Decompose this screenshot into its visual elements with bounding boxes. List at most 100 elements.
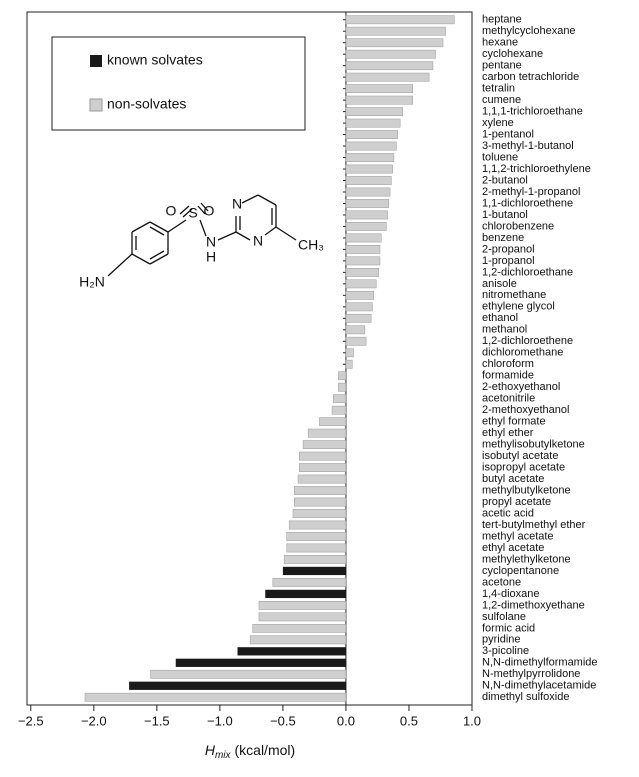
y-tick-label: nitromethane xyxy=(482,289,546,301)
y-tick-label: N-methylpyrrolidone xyxy=(482,668,580,680)
y-tick-label: anisole xyxy=(482,278,517,290)
bar xyxy=(292,509,347,518)
bar xyxy=(272,578,347,587)
y-tick-label: propyl acetate xyxy=(482,496,551,508)
atom-label: CH₃ xyxy=(298,237,324,253)
y-tick-label: isopropyl acetate xyxy=(482,461,565,473)
y-tick-label: 2-methoxyethanol xyxy=(482,404,569,416)
y-tick-label: cyclohexane xyxy=(482,48,543,60)
y-tick-label: 2-propanol xyxy=(482,243,535,255)
bar xyxy=(345,61,434,71)
bar xyxy=(237,647,346,656)
atom-label: O xyxy=(166,203,177,219)
bar xyxy=(345,15,455,25)
bar xyxy=(345,210,388,220)
y-tick-label: ethyl formate xyxy=(482,416,546,428)
bar xyxy=(345,222,387,231)
bar xyxy=(286,532,347,541)
bar xyxy=(345,84,414,94)
legend-label: known solvates xyxy=(107,52,203,68)
y-tick-label: formamide xyxy=(482,370,534,382)
atom-label: N xyxy=(206,234,216,250)
bar xyxy=(345,187,391,197)
bar xyxy=(294,486,347,495)
y-tick-label: ethyl ether xyxy=(482,427,534,439)
y-tick-label: ethanol xyxy=(482,312,518,324)
y-tick-label: 1,2-dimethoxyethane xyxy=(482,599,585,611)
x-tick-label: −1.5 xyxy=(144,713,170,728)
atom-label: N xyxy=(232,196,242,212)
y-tick-label: 1,4-dioxane xyxy=(482,588,540,600)
y-tick-label: acetonitrile xyxy=(482,393,535,405)
y-tick-label: 2-ethoxyethanol xyxy=(482,381,560,393)
y-tick-label: cumene xyxy=(482,94,521,106)
bar xyxy=(294,497,347,507)
y-tick-label: 2-butanol xyxy=(482,174,528,186)
bar xyxy=(249,635,347,645)
legend-label: non-solvates xyxy=(107,96,186,112)
x-tick-label: −1.0 xyxy=(207,713,233,728)
bar xyxy=(319,417,347,427)
x-tick-label: 1.0 xyxy=(463,713,481,728)
bar xyxy=(345,141,397,151)
y-tick-label: tert-butylmethyl ether xyxy=(482,519,586,531)
bar xyxy=(258,601,347,610)
bar xyxy=(345,256,381,266)
bar xyxy=(338,382,347,392)
bar xyxy=(345,164,393,174)
bar xyxy=(345,279,377,289)
y-tick-label: 1-pentanol xyxy=(482,128,534,140)
atom-label: H₂N xyxy=(79,274,105,290)
y-tick-label: dimethyl sulfoxide xyxy=(482,691,569,703)
bar xyxy=(345,267,379,277)
y-tick-label: methyl acetate xyxy=(482,530,554,542)
bar xyxy=(345,26,446,36)
y-tick-label: 1,2-dichloroethane xyxy=(482,266,573,278)
bar xyxy=(258,612,347,622)
bar xyxy=(175,658,346,667)
y-tick-label: ethyl acetate xyxy=(482,542,544,554)
y-tick-label: formic acid xyxy=(482,622,535,634)
x-tick-label: −2.5 xyxy=(18,713,44,728)
bar xyxy=(297,474,347,484)
x-tick-label: 0.5 xyxy=(400,713,418,728)
atom-label: N xyxy=(253,233,263,249)
bar xyxy=(252,623,347,633)
bar xyxy=(345,245,381,254)
bar xyxy=(150,669,347,679)
x-label-symbol: H xyxy=(205,742,216,758)
bar xyxy=(345,302,373,312)
y-tick-label: methylbutylketone xyxy=(482,484,571,496)
bar xyxy=(345,325,366,335)
legend-swatch xyxy=(89,98,103,112)
bar xyxy=(345,313,372,323)
y-tick-label: heptane xyxy=(482,14,522,26)
y-tick-label: chlorobenzene xyxy=(482,220,554,232)
bar xyxy=(345,290,374,300)
y-tick-label: toluene xyxy=(482,151,518,163)
y-tick-label: N,N-dimethylformamide xyxy=(482,657,598,669)
x-tick-label: −2.0 xyxy=(81,713,107,728)
x-tick-label: −0.5 xyxy=(270,713,296,728)
bar xyxy=(345,233,382,243)
y-tick-label: methylisobutylketone xyxy=(482,439,585,451)
y-tick-label: xylene xyxy=(482,117,514,129)
bar xyxy=(345,118,401,128)
y-tick-label: carbon tetrachloride xyxy=(482,71,579,83)
bar xyxy=(129,681,346,690)
bar xyxy=(282,566,346,576)
y-tick-label: 1,1,1-trichloroethane xyxy=(482,106,583,118)
bar xyxy=(338,371,347,381)
y-tick-label: acetic acid xyxy=(482,507,534,519)
y-tick-label: methanol xyxy=(482,324,527,336)
bar xyxy=(345,153,395,162)
y-tick-label: methylcyclohexane xyxy=(482,25,576,37)
plot-frame xyxy=(26,11,473,706)
y-tick-label: 1,1,2-trichloroethylene xyxy=(482,163,591,175)
bar xyxy=(283,555,347,564)
x-tick-label: 0.0 xyxy=(337,713,355,728)
bar xyxy=(84,692,347,702)
legend-swatch xyxy=(90,55,102,67)
bar xyxy=(299,451,347,461)
